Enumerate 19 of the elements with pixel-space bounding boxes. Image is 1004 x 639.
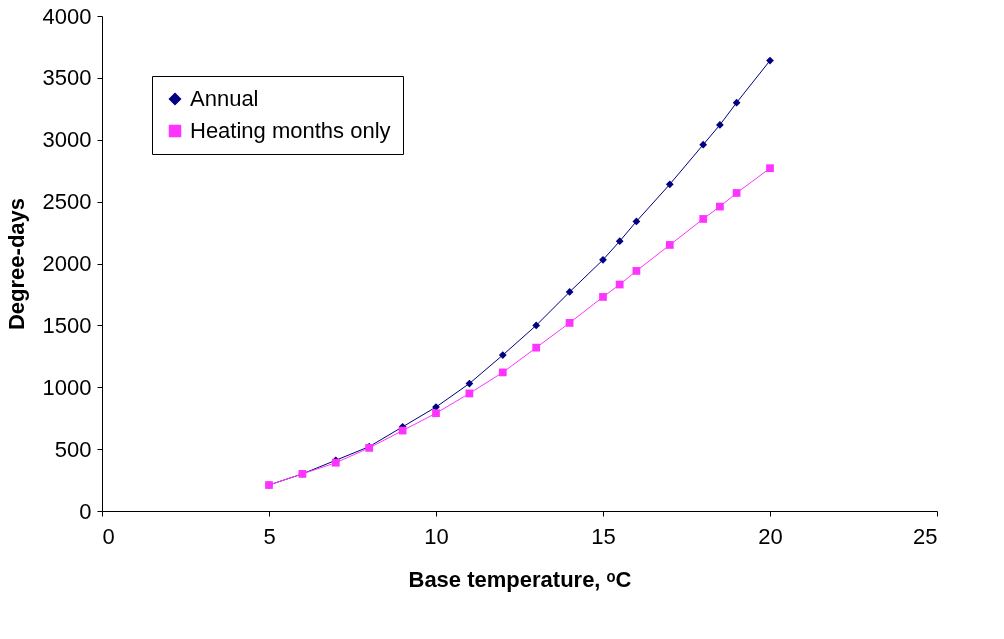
x-tick-label: 15 [591,523,616,549]
legend-label: Heating months only [190,118,391,143]
y-tick-label: 0 [79,498,92,524]
y-tick-label: 3500 [42,65,92,91]
x-tick-label: 20 [758,523,783,549]
legend-label: Annual [190,86,259,111]
x-tick-label: 25 [913,523,938,549]
x-tick-label: 0 [102,523,115,549]
y-tick-label: 500 [54,436,92,462]
y-axis-title: Degree-days [3,197,29,331]
y-tick-label: 4000 [42,3,92,29]
x-axis-title: Base temperature, ᵒC [408,566,632,592]
y-tick-label: 3000 [42,127,92,153]
y-tick-label: 1500 [42,312,92,338]
y-tick-label: 1000 [42,374,92,400]
y-tick-label: 2000 [42,251,92,276]
y-tick-label: 2500 [42,189,92,215]
x-tick-label: 5 [263,523,276,549]
x-tick-label: 10 [424,523,449,549]
